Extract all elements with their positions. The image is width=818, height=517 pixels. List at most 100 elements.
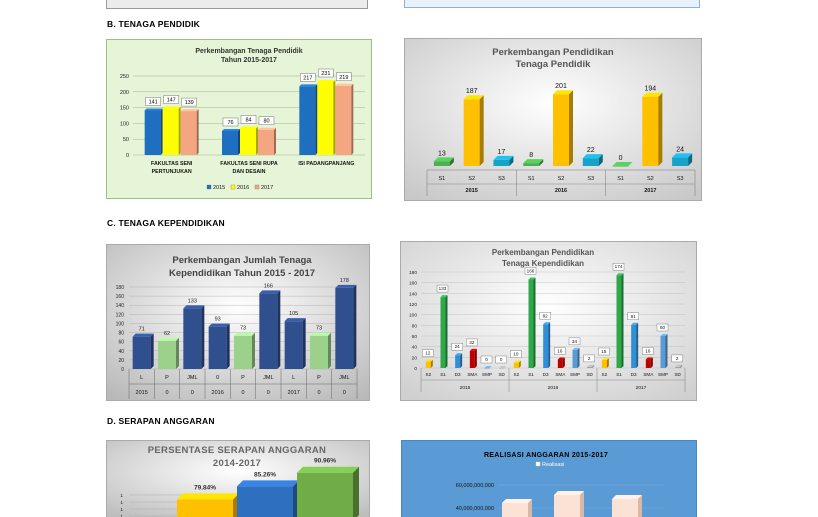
bar-2015: [144, 110, 161, 155]
bar-2017-top: [335, 83, 354, 86]
x-tick-label: SMP: [658, 372, 668, 377]
bar-0-top: [208, 323, 230, 327]
bar-JML: [259, 293, 278, 369]
bar-S2-2016: [513, 362, 519, 368]
x-tick-label: S1: [439, 176, 446, 182]
x-tick-label-row2: 0: [241, 390, 244, 396]
data-label: 85.26%: [254, 471, 276, 478]
bar-2017-top: [258, 127, 276, 130]
bar-2016: [240, 128, 256, 155]
legend-swatch-realisasi: [535, 461, 541, 467]
bar-realisasi-side: [580, 491, 584, 517]
bar-SD-2016-top: [587, 364, 595, 367]
data-label: 84: [245, 117, 251, 123]
chart-cr-svg: Perkembangan Pendidikan Tenaga Kependidik…: [401, 242, 696, 400]
y-tick-label: 80: [118, 331, 124, 337]
bar-SMP-2016-side: [577, 347, 580, 368]
x-category-label: FAKULTAS SENI: [151, 161, 193, 167]
x-tick-label-row2: 0: [267, 390, 270, 396]
bar-S2-2015: [463, 99, 480, 166]
x-category-label: FAKULTAS SENI RUPA: [220, 161, 278, 167]
bar-D3-2017-side: [636, 322, 639, 368]
x-tick-label-row2: 0: [343, 390, 346, 396]
bar-P-top: [310, 332, 331, 336]
data-label-box: [554, 347, 566, 355]
data-label: 201: [555, 83, 567, 90]
y-tick-label: 100: [120, 121, 129, 127]
bar-SD-2017: [675, 366, 681, 368]
y-tick-label: 40,000,000,000: [456, 506, 494, 512]
bar-D3-2016-top: [543, 322, 551, 325]
y-tick-label: 0: [414, 366, 417, 372]
bar-2017: [180, 111, 197, 155]
bar-2015-side: [315, 84, 318, 155]
chart-title: Tenaga Pendidik: [516, 59, 592, 70]
bar-SMA-2017-top: [645, 357, 653, 360]
group-label: 2015: [460, 385, 471, 391]
data-label-box: [598, 347, 610, 356]
data-label: 187: [466, 88, 478, 95]
y-tick-label: 120: [409, 302, 417, 308]
bar-S2-2017: [601, 360, 607, 368]
bar-S3-2015-top: [493, 155, 514, 160]
chart-realisasi-anggaran: REALISASI ANGGARAN 2015-2017 Realisasi 60,…: [401, 440, 697, 517]
bar-S2-2016-top: [553, 90, 573, 95]
chart-bl-svg: Perkembangan Tenaga Pendidik Tahun 2015-2…: [107, 40, 371, 198]
data-label: 8: [529, 152, 533, 159]
data-label: 81: [631, 314, 637, 319]
x-tick-label: S1: [616, 372, 622, 377]
legend-swatch-2016: [230, 184, 236, 190]
y-tick-label: 0: [126, 153, 129, 159]
chart-title: REALISASI ANGGARAN 2015-2017: [484, 452, 608, 459]
x-tick-label: S2: [558, 176, 565, 182]
x-tick-label: 0: [216, 375, 219, 381]
chart-background: [107, 245, 369, 400]
x-tick-label: JML: [339, 375, 349, 381]
y-tick-label: 60: [412, 334, 418, 340]
bar-2015-side: [238, 128, 240, 155]
data-label-box: [539, 312, 551, 320]
bar-S3-2015: [493, 159, 510, 166]
bar-S2-2015-side: [479, 95, 484, 166]
x-tick-label-row2: 0: [191, 390, 194, 396]
x-tick-label-row2: 0: [317, 390, 320, 396]
x-tick-label: L: [292, 375, 295, 381]
bar-S3-2016-top: [582, 154, 603, 159]
x-category-label: PERTUNJUKAN: [152, 169, 192, 175]
y-tick-label: 20: [118, 358, 124, 364]
bar-S3-2017-side: [688, 153, 693, 166]
data-label: 60: [660, 325, 666, 330]
x-tick-label: S1: [440, 372, 446, 377]
data-label: 166: [264, 283, 273, 289]
strip-label-2: 2016: [235, 0, 246, 2]
x-tick-label: S3: [587, 176, 594, 182]
bar-S1-2016-top: [528, 277, 536, 280]
bar-2017-side: [196, 109, 199, 155]
y-tick-label: 100: [409, 313, 417, 319]
strip-label-1: 2015: [137, 0, 148, 2]
y-tick-label: 180: [409, 270, 417, 276]
bar-SMP-2017-side: [665, 334, 668, 368]
data-label-box: [318, 68, 334, 78]
x-tick-label: JML: [263, 375, 273, 381]
bar-S3-2015-side: [509, 155, 514, 166]
data-label: 0: [485, 357, 488, 362]
data-label-box: [495, 355, 507, 364]
chart-persentase-serapan: PERSENTASE SERAPAN ANGGARAN2014-20171111…: [106, 440, 370, 517]
chart-title: Perkembangan Pendidikan: [492, 248, 594, 257]
y-tick-label: 20: [412, 355, 418, 361]
bar-S1-2016-side: [533, 277, 536, 368]
section-title-d: D. SERAPAN ANGGARAN: [107, 416, 215, 426]
bar-P-side: [176, 337, 179, 369]
bar-realisasi: [612, 499, 638, 517]
x-tick-label: SD: [674, 372, 681, 377]
data-label-box: [466, 338, 478, 347]
bar-realisasi-top: [554, 491, 584, 495]
data-label-box: [583, 354, 595, 363]
bar-serapan-side: [353, 466, 359, 517]
bar-S2-2017: [642, 96, 659, 166]
data-label: 2: [676, 356, 679, 361]
x-category-label: ISI PADANGPANJANG: [298, 161, 354, 167]
bar-JML-side: [277, 290, 281, 369]
bar-S1-2015-top: [433, 157, 454, 162]
